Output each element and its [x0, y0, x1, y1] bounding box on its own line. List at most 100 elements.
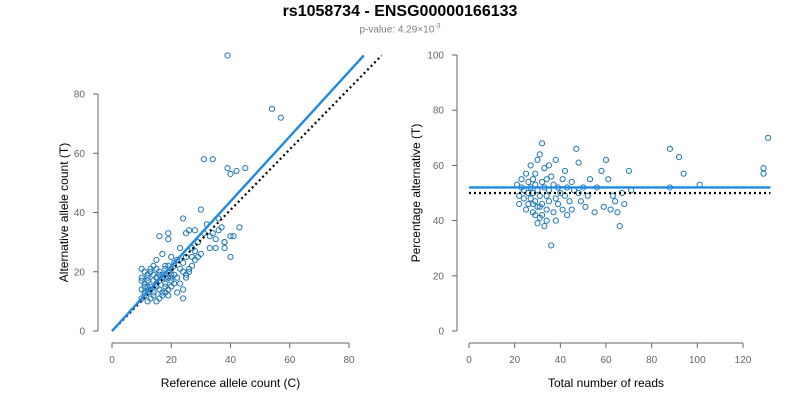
left-data-point [180, 295, 187, 302]
right-x-tick-label: 100 [689, 355, 706, 366]
right-data-point [516, 200, 523, 208]
right-data-point [541, 165, 548, 172]
left-data-point [147, 295, 154, 302]
right-data-point [527, 162, 534, 169]
right-data-point [548, 173, 555, 180]
right-data-point [543, 192, 550, 199]
left-data-point [236, 224, 243, 231]
pvalue-prefix: p-value: [359, 24, 398, 36]
left-data-point [227, 233, 234, 240]
right-data-point [586, 176, 594, 183]
chart-title: rs1058734 - ENSG00000166133 [282, 3, 518, 20]
right-data-point [568, 178, 575, 186]
right-data-point [518, 176, 525, 183]
right-y-axis-title: Percentage alternative (T) [409, 124, 423, 263]
right-data-point [559, 176, 566, 183]
left-data-point [171, 259, 178, 266]
right-data-point [538, 211, 546, 219]
right-data-point [566, 198, 573, 205]
left-data-point [147, 268, 154, 275]
left-data-point [168, 253, 175, 261]
left-x-tick-label: 40 [225, 355, 237, 366]
left-data-point [168, 271, 175, 278]
left-data-point [180, 259, 187, 266]
left-x-tick-label: 60 [284, 355, 296, 366]
left-data-point [144, 277, 151, 284]
left-y-tick-label: 20 [74, 267, 86, 278]
right-data-point [602, 156, 610, 163]
right-x-tick-label: 0 [466, 355, 472, 366]
right-data-point [550, 209, 557, 216]
left-data-point [165, 236, 172, 243]
right-data-point [600, 203, 607, 210]
right-x-tick-label: 80 [646, 355, 658, 366]
left-fit-line [111, 54, 365, 332]
right-data-point [612, 198, 619, 205]
right-data-point [760, 170, 767, 177]
pvalue-times: ×10 [417, 24, 435, 36]
right-x-axis-title: Total number of reads [548, 376, 664, 390]
right-data-point [536, 203, 543, 210]
left-data-point [227, 253, 234, 261]
left-data-point [224, 52, 231, 59]
left-data-point [221, 239, 228, 246]
left-data-point [268, 105, 276, 112]
right-data-point [545, 162, 553, 169]
left-data-point [197, 250, 204, 258]
left-data-point [153, 298, 160, 305]
right-data-point [527, 195, 534, 202]
left-data-point [191, 247, 199, 255]
left-data-point [159, 250, 166, 258]
left-data-point [168, 283, 175, 290]
left-data-point [168, 274, 175, 281]
right-data-point [548, 242, 555, 249]
left-data-point [209, 230, 216, 237]
left-data-point [180, 215, 187, 222]
right-data-point [552, 217, 559, 224]
right-data-point [522, 170, 530, 177]
left-x-tick-label: 20 [166, 355, 178, 366]
right-x-tick-label: 40 [555, 355, 567, 366]
right-data-point [543, 206, 550, 213]
right-data-point [577, 198, 584, 205]
right-data-point [765, 134, 772, 141]
left-data-point [174, 274, 181, 281]
right-data-point [520, 195, 527, 202]
left-data-point [150, 262, 157, 269]
left-data-point [180, 268, 187, 275]
left-data-point [218, 224, 225, 231]
right-y-tick-label: 60 [433, 161, 445, 172]
right-data-point [552, 156, 559, 163]
right-data-point [559, 206, 566, 213]
left-data-point [144, 274, 151, 281]
right-y-tick-label: 80 [433, 106, 445, 117]
right-data-point [536, 151, 543, 158]
right-data-point [625, 167, 632, 175]
right-data-point [532, 170, 539, 177]
right-data-point [598, 167, 605, 175]
left-data-point [177, 265, 184, 272]
left-data-point [156, 233, 163, 240]
left-data-point [185, 268, 193, 275]
left-data-point [180, 286, 187, 293]
left-data-point [156, 286, 163, 293]
right-data-point [534, 156, 541, 163]
left-y-tick-label: 0 [79, 327, 85, 338]
pvalue-mantissa: 4.29 [397, 24, 418, 36]
right-data-point [564, 211, 571, 219]
left-data-point [206, 244, 213, 252]
left-y-tick-label: 60 [74, 149, 86, 160]
right-data-point [561, 167, 569, 175]
left-data-point [277, 114, 284, 121]
right-data-point [582, 203, 589, 210]
left-data-point [200, 156, 207, 163]
right-data-point [554, 200, 562, 208]
left-data-point [141, 268, 148, 275]
right-data-point [541, 223, 548, 230]
right-data-point [525, 200, 532, 208]
left-data-point [188, 253, 196, 261]
right-data-point [575, 159, 582, 166]
right-data-point [525, 178, 532, 186]
left-data-point [165, 230, 172, 237]
